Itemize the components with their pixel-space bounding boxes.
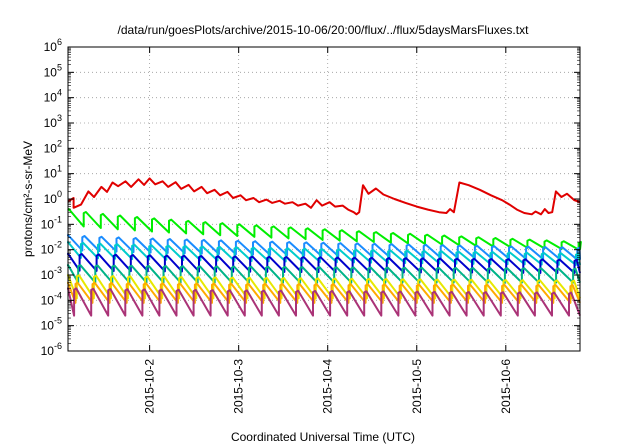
y-tick-base: 10 <box>41 268 55 282</box>
plot-series <box>67 177 582 317</box>
series-line-2 <box>67 208 582 251</box>
y-tick-exponent: -6 <box>54 341 62 351</box>
x-tick-label: 2015-10-2 <box>143 359 157 414</box>
y-tick-label: 103 <box>44 113 62 130</box>
y-tick-base: 10 <box>44 116 58 130</box>
y-tick-exponent: 4 <box>57 88 62 98</box>
y-tick-base: 10 <box>41 293 55 307</box>
y-tick-label: 10-2 <box>41 240 62 257</box>
y-tick-exponent: -1 <box>54 214 62 224</box>
y-tick-base: 10 <box>44 65 58 79</box>
series-line-6 <box>67 263 581 284</box>
y-tick-base: 10 <box>44 40 58 54</box>
series-line-9 <box>67 287 581 317</box>
y-tick-label: 105 <box>44 62 62 79</box>
y-tick-base: 10 <box>41 243 55 257</box>
y-tick-label: 100 <box>44 189 62 206</box>
y-tick-label: 10-5 <box>41 316 62 333</box>
series-line-4 <box>67 241 581 266</box>
y-tick-base: 10 <box>44 91 58 105</box>
x-tick-label: 2015-10-6 <box>499 359 513 414</box>
y-tick-base: 10 <box>44 192 58 206</box>
x-tick-label: 2015-10-4 <box>321 359 335 414</box>
y-tick-exponent: -4 <box>54 290 62 300</box>
y-axis-label: protons/cm²-s-sr-MeV <box>21 141 35 257</box>
x-tick-label: 2015-10-3 <box>232 359 246 414</box>
y-tick-exponent: 5 <box>57 62 62 72</box>
y-tick-label: 10-6 <box>41 341 62 358</box>
y-tick-exponent: 0 <box>57 189 62 199</box>
y-tick-base: 10 <box>41 217 55 231</box>
y-tick-label: 10-4 <box>41 290 62 307</box>
y-tick-exponent: -5 <box>54 316 62 326</box>
y-tick-base: 10 <box>44 167 58 181</box>
y-tick-label: 10-3 <box>41 265 62 282</box>
y-tick-label: 101 <box>44 164 62 181</box>
y-tick-exponent: -2 <box>54 240 62 250</box>
x-axis: 2015-10-2 2015-10-3 2015-10-4 2015-10-5 2015… <box>143 47 513 414</box>
y-tick-base: 10 <box>41 319 55 333</box>
y-tick-label: 104 <box>44 88 62 105</box>
y-tick-label: 106 <box>44 37 62 54</box>
y-tick-label: 10-1 <box>41 214 62 231</box>
y-tick-exponent: -3 <box>54 265 62 275</box>
series-line-3 <box>67 234 581 261</box>
y-tick-exponent: 1 <box>57 164 62 174</box>
x-axis-label: Coordinated Universal Time (UTC) <box>231 430 415 444</box>
chart-title: /data/run/goesPlots/archive/2015-10-06/2… <box>118 23 530 37</box>
y-tick-base: 10 <box>44 141 58 155</box>
series-line-7 <box>67 274 581 300</box>
series-line-8 <box>67 281 581 304</box>
y-tick-exponent: 2 <box>57 138 62 148</box>
y-axis: 10-610-510-410-310-210-11001011021031041… <box>41 37 580 358</box>
x-tick-label: 2015-10-5 <box>410 359 424 414</box>
y-tick-exponent: 3 <box>57 113 62 123</box>
series-line-5 <box>67 252 581 274</box>
y-tick-exponent: 6 <box>57 37 62 47</box>
y-tick-label: 102 <box>44 138 62 155</box>
series-line-1 <box>67 177 581 216</box>
y-tick-base: 10 <box>41 344 55 358</box>
